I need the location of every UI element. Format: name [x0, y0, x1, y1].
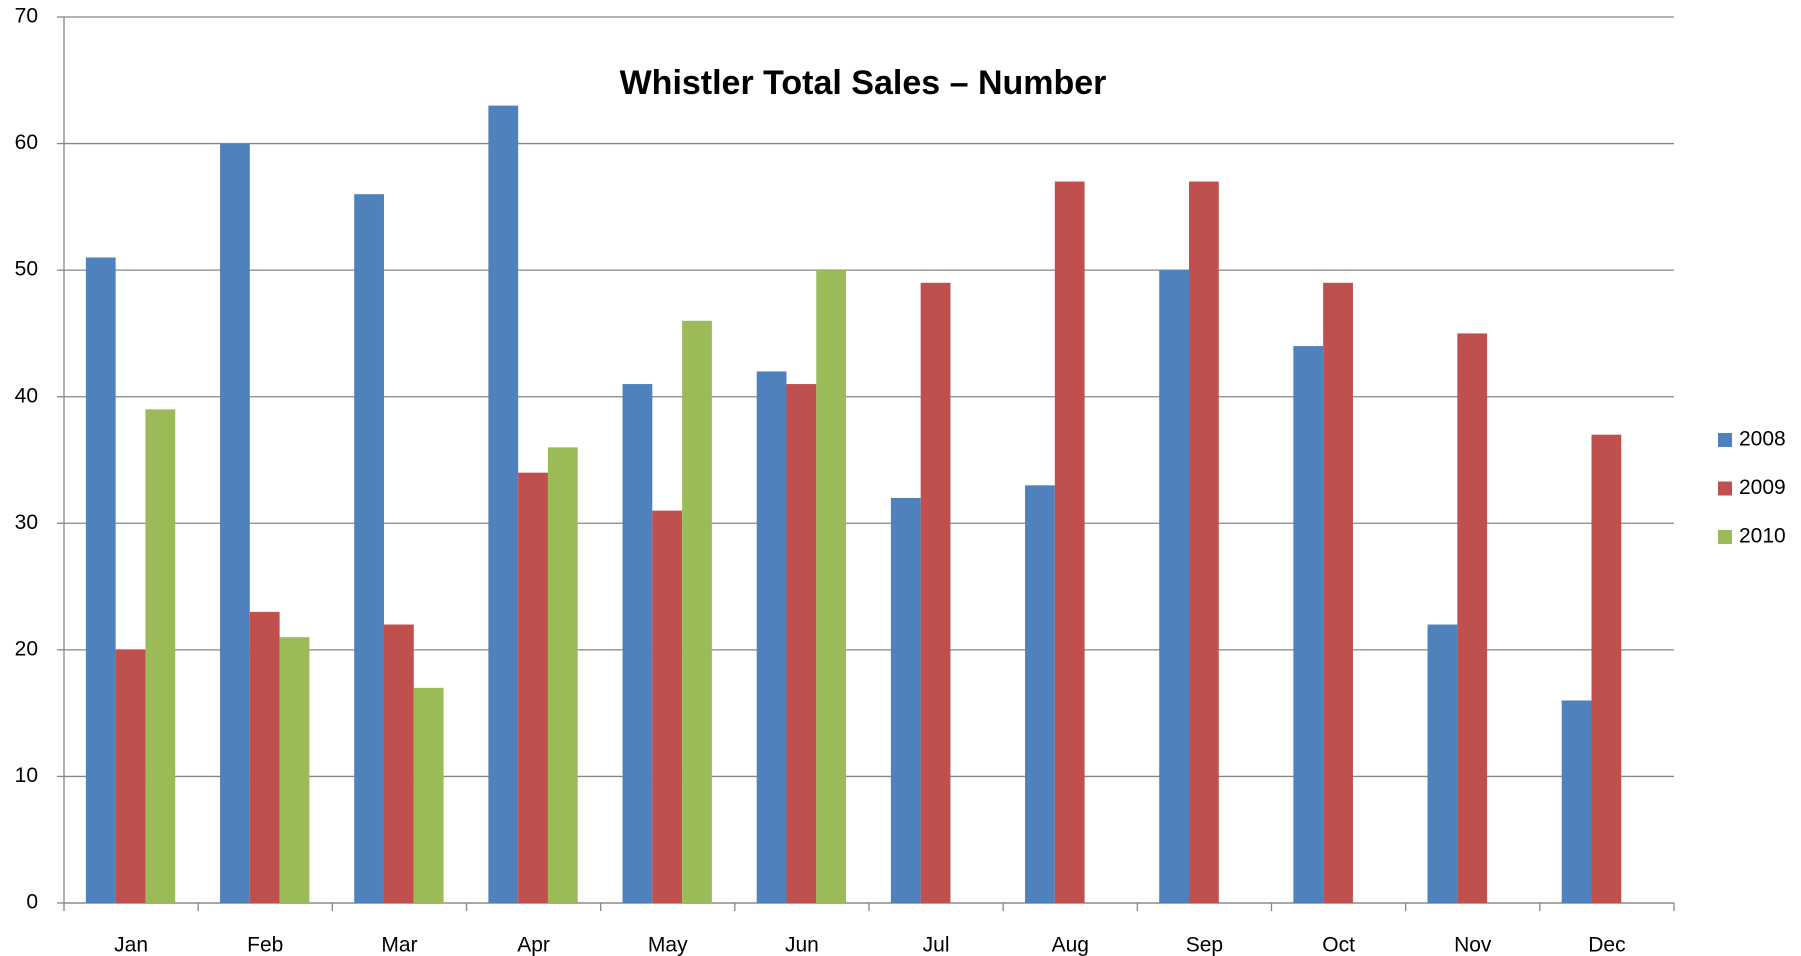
- bar: [1323, 282, 1353, 903]
- legend-swatch: [1718, 481, 1732, 496]
- bar: [890, 497, 921, 903]
- x-tick-label: Feb: [247, 934, 283, 956]
- bar: [682, 320, 712, 903]
- bar: [786, 384, 817, 903]
- bar: [115, 649, 146, 903]
- bar: [1293, 346, 1324, 904]
- bar: [220, 143, 250, 904]
- bar: [1159, 270, 1189, 904]
- legend-swatch: [1718, 433, 1732, 447]
- bar: [518, 472, 548, 903]
- y-tick-label: 30: [15, 511, 38, 534]
- y-tick-label: 10: [15, 764, 38, 787]
- x-tick-label: Jul: [923, 934, 950, 956]
- bar: [920, 282, 951, 903]
- bar: [383, 624, 414, 903]
- legend-swatch: [1718, 530, 1732, 544]
- bar: [1457, 333, 1488, 903]
- y-tick-label: 50: [15, 258, 38, 281]
- legend-label: 2010: [1739, 525, 1786, 548]
- bar: [488, 105, 519, 904]
- bar: [413, 687, 444, 903]
- bar: [1054, 181, 1085, 904]
- bar: [279, 637, 310, 903]
- x-tick-label: Nov: [1454, 934, 1492, 956]
- x-tick-label: May: [648, 934, 688, 956]
- x-tick-label: Jun: [785, 934, 819, 956]
- y-tick-label: 40: [15, 384, 38, 407]
- bar: [652, 510, 683, 903]
- y-tick-label: 0: [26, 891, 38, 914]
- bar: [1427, 624, 1458, 903]
- bar: [1188, 181, 1219, 904]
- legend-label: 2009: [1739, 476, 1786, 499]
- bar: [816, 270, 847, 904]
- bar: [145, 409, 176, 903]
- bar: [547, 447, 578, 903]
- bar: [756, 371, 787, 903]
- bar: [1591, 434, 1622, 903]
- y-tick-label: 60: [15, 131, 38, 154]
- chart-title: Whistler Total Sales – Number: [620, 64, 1107, 102]
- x-tick-label: Sep: [1186, 934, 1223, 956]
- bar: [622, 384, 653, 903]
- x-tick-label: Jan: [114, 934, 148, 956]
- bar: [354, 194, 384, 903]
- legend-label: 2008: [1739, 428, 1786, 451]
- y-tick-label: 20: [15, 637, 38, 660]
- x-tick-label: Dec: [1588, 934, 1625, 956]
- bar: [249, 611, 280, 903]
- x-tick-label: Aug: [1052, 934, 1089, 956]
- x-tick-label: Mar: [381, 934, 417, 956]
- y-tick-label: 70: [15, 5, 38, 28]
- bar: [1025, 485, 1055, 903]
- x-tick-label: Oct: [1322, 934, 1355, 956]
- bar: [1561, 700, 1592, 903]
- x-tick-label: Apr: [517, 934, 550, 956]
- bar: [85, 257, 116, 903]
